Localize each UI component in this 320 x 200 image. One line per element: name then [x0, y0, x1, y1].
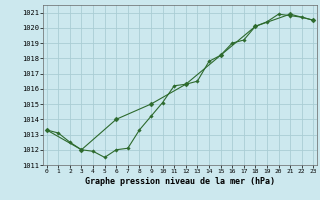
X-axis label: Graphe pression niveau de la mer (hPa): Graphe pression niveau de la mer (hPa) [85, 177, 275, 186]
